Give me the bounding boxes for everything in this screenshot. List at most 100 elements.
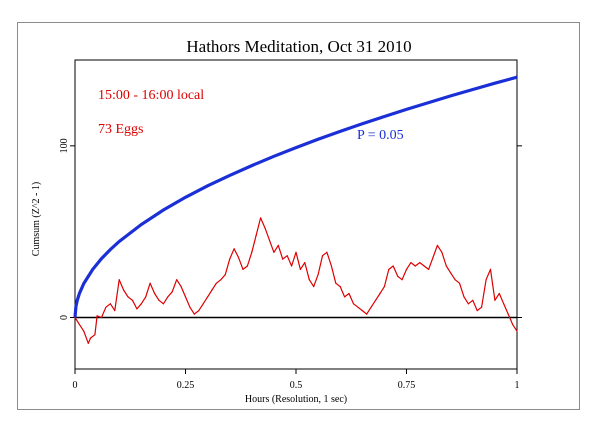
deviation-segment xyxy=(268,239,275,253)
deviation-segment xyxy=(436,244,443,253)
deviation-segment xyxy=(432,244,438,258)
x-tick-label: 0.5 xyxy=(290,380,303,391)
deviation-segment xyxy=(136,303,142,310)
deviation-segment xyxy=(83,330,89,344)
deviation-segment xyxy=(118,279,125,291)
y-tick-label: 100 xyxy=(59,138,70,153)
deviation-segment xyxy=(494,292,500,301)
deviation-segment xyxy=(321,251,328,257)
deviation-segment xyxy=(74,316,81,325)
deviation-segment xyxy=(476,306,483,312)
deviation-segment xyxy=(158,299,164,305)
deviation-segment xyxy=(388,265,394,270)
deviation-segment xyxy=(375,292,381,301)
deviation-segment xyxy=(154,292,160,301)
deviation-segment xyxy=(379,286,385,295)
deviation-segment xyxy=(211,282,217,291)
deviation-segment xyxy=(105,303,112,308)
x-axis-label: Hours (Resolution, 1 sec) xyxy=(245,394,347,405)
deviation-segment xyxy=(317,255,324,276)
deviation-segment xyxy=(291,251,297,267)
deviation-segment xyxy=(215,279,222,284)
deviation-segment xyxy=(233,248,240,258)
deviation-segment xyxy=(171,279,178,293)
deviation-segment xyxy=(176,279,182,288)
deviation-segment xyxy=(242,265,248,270)
deviation-segment xyxy=(467,299,474,305)
deviation-segment xyxy=(512,323,518,332)
p-value-label: P = 0.05 xyxy=(357,128,404,143)
chart-title: Hathors Meditation, Oct 31 2010 xyxy=(186,37,411,56)
deviation-segment xyxy=(308,279,315,288)
deviation-segment xyxy=(122,289,129,298)
y-tick-label: 0 xyxy=(59,315,70,320)
deviation-segment xyxy=(114,279,120,312)
deviation-segment xyxy=(472,299,478,312)
deviation-segment xyxy=(140,296,147,305)
deviation-segment xyxy=(87,337,92,344)
y-axis-ticks: 0 100 xyxy=(59,138,522,320)
deviation-segment xyxy=(207,289,213,298)
deviation-segment xyxy=(167,291,173,298)
deviation-segment xyxy=(89,334,96,339)
deviation-segment xyxy=(264,227,271,241)
x-tick-label: 0 xyxy=(73,380,78,391)
deviation-segment xyxy=(286,255,293,267)
deviation-segment xyxy=(401,268,408,281)
deviation-segment xyxy=(397,275,403,281)
deviation-segment xyxy=(335,282,341,288)
deviation-segment xyxy=(193,310,200,315)
deviation-segment xyxy=(149,282,156,295)
deviation-segment xyxy=(383,268,390,288)
deviation-segment xyxy=(489,268,496,301)
deviation-segment xyxy=(100,306,107,319)
deviation-segment xyxy=(220,274,226,281)
deviation-segment xyxy=(131,299,138,310)
deviation-segment xyxy=(352,303,359,308)
deviation-segment xyxy=(202,296,209,305)
deviation-segment xyxy=(507,313,514,325)
time-range-annotation: 15:00 - 16:00 local xyxy=(98,88,204,103)
deviation-segment xyxy=(463,296,469,305)
deviation-segment xyxy=(423,265,430,270)
deviation-segment xyxy=(162,296,169,305)
deviation-segment xyxy=(330,265,337,284)
deviation-segment xyxy=(145,282,151,298)
x-axis-ticks: 0 0.25 0.5 0.75 1 xyxy=(73,369,520,391)
deviation-segment xyxy=(304,262,310,281)
deviation-segment xyxy=(180,286,187,298)
deviation-segment xyxy=(339,286,346,298)
deviation-segment xyxy=(445,265,452,274)
deviation-segment xyxy=(410,262,416,267)
cumulative-deviation-trace xyxy=(74,217,518,344)
deviation-segment xyxy=(357,306,363,312)
deviation-segment xyxy=(94,315,98,336)
deviation-segment xyxy=(326,251,332,267)
deviation-segment xyxy=(485,268,492,281)
deviation-segment xyxy=(454,279,461,284)
deviation-segment xyxy=(109,303,116,312)
deviation-segment xyxy=(224,258,231,276)
deviation-segment xyxy=(255,217,262,236)
deviation-segment xyxy=(405,262,412,270)
deviation-segment xyxy=(299,262,306,270)
deviation-segment xyxy=(295,251,301,270)
deviation-segment xyxy=(260,217,266,229)
deviation-segment xyxy=(127,296,134,301)
deviation-segment xyxy=(441,251,447,267)
deviation-segment xyxy=(273,244,279,253)
deviation-segment xyxy=(348,292,355,305)
deviation-segment xyxy=(229,248,235,260)
deviation-segment xyxy=(282,255,288,260)
chart-frame: Hathors Meditation, Oct 31 2010 0 100 0 0.… xyxy=(17,22,580,410)
deviation-segment xyxy=(237,256,244,270)
deviation-segment xyxy=(198,303,204,312)
deviation-segment xyxy=(78,323,85,332)
plot-area-border xyxy=(74,59,518,370)
deviation-segment xyxy=(503,303,509,315)
deviation-segment xyxy=(481,279,487,308)
deviation-segment xyxy=(428,256,434,270)
deviation-segment xyxy=(277,244,284,260)
deviation-segment xyxy=(370,299,377,308)
eggs-count-annotation: 73 Eggs xyxy=(98,122,144,137)
